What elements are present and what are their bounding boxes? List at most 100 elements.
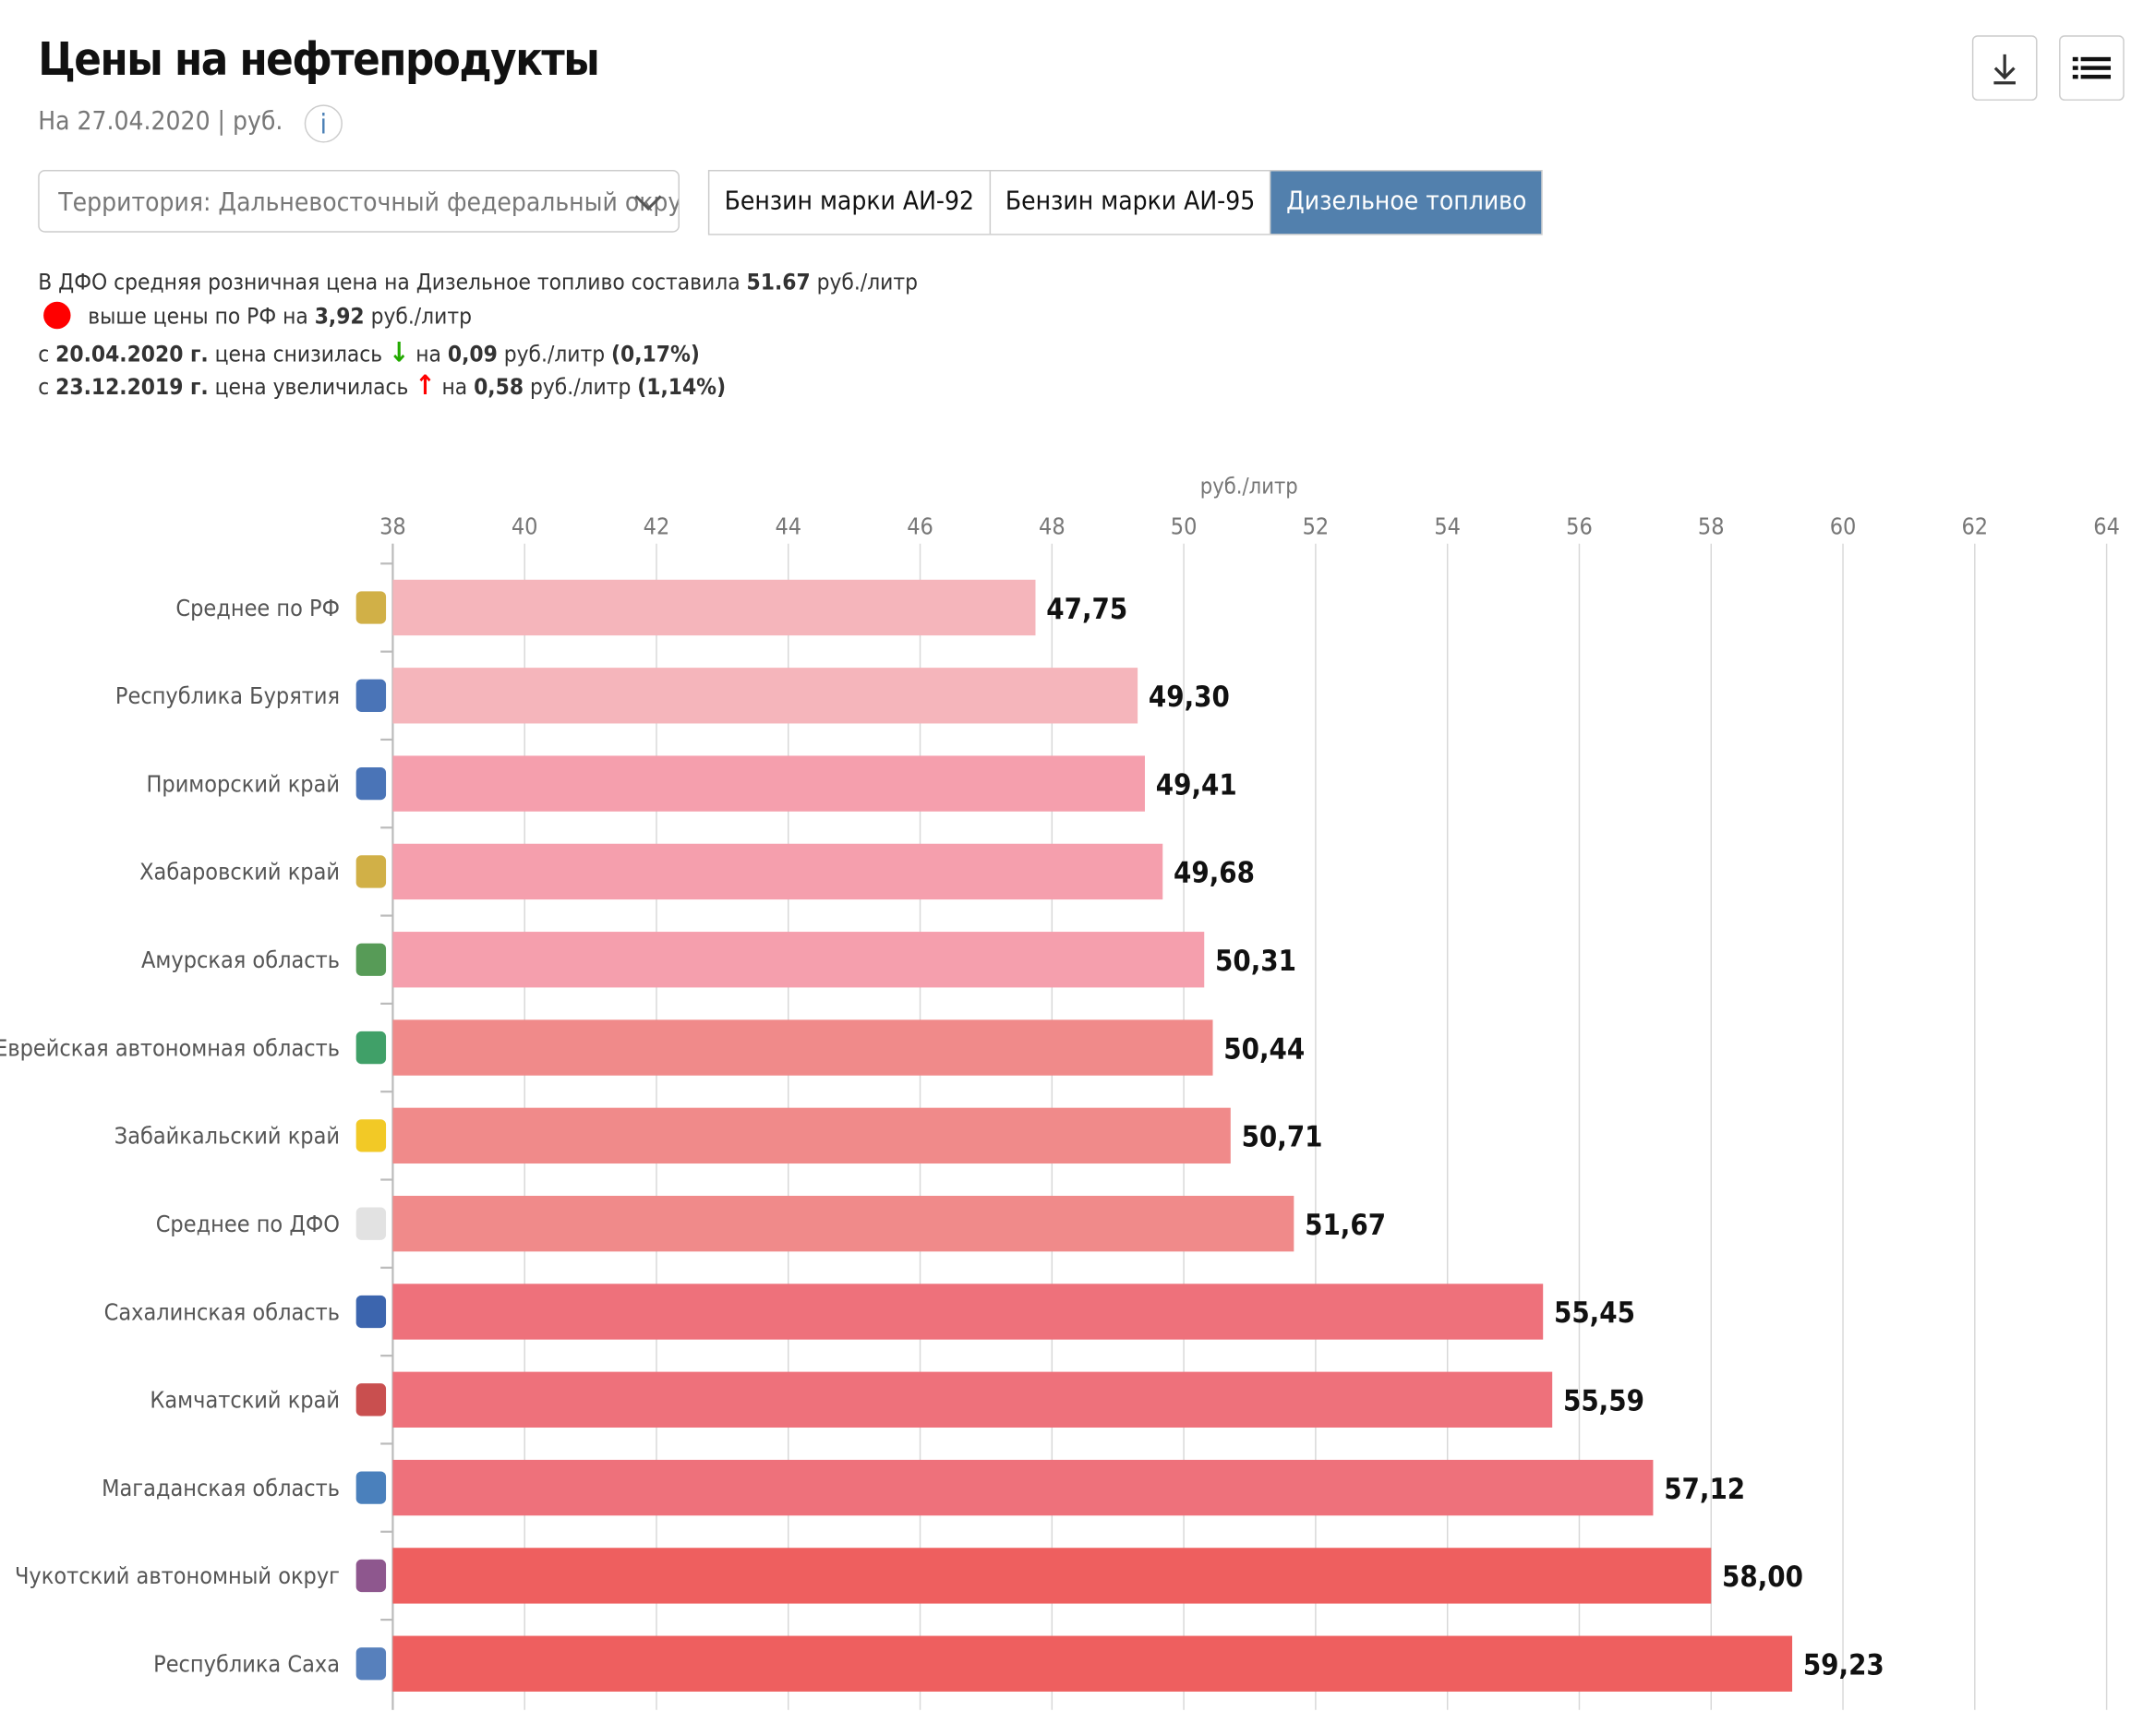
bar	[392, 1195, 1294, 1252]
summary-pct: (1,14%)	[637, 373, 727, 400]
summary-unit: руб./литр	[364, 303, 472, 330]
data-label: 47,75	[1046, 593, 1127, 626]
data-label: 49,68	[1174, 857, 1255, 890]
category-label: Приморский край	[146, 770, 340, 797]
summary-date: 20.04.2020 г.	[55, 341, 209, 368]
x-tick-label: 50	[1171, 512, 1198, 539]
data-label: 49,41	[1156, 768, 1237, 802]
category-label: Сахалинская область	[104, 1298, 340, 1325]
category-label: Республика Саха	[153, 1651, 340, 1678]
menu-button[interactable]	[2059, 35, 2125, 101]
bar	[392, 1459, 1654, 1516]
summary-text: с	[38, 341, 56, 368]
data-label: 55,45	[1554, 1296, 1635, 1330]
kamchatka-emblem-icon	[355, 1383, 387, 1417]
summary-value: 51.67	[746, 269, 811, 295]
x-tick-label: 56	[1566, 512, 1593, 539]
arrow-up-icon: ↑	[415, 368, 436, 402]
summary-vs-rf: выше цены по РФ на 3,92 руб./литр	[38, 301, 472, 330]
tab-ai92[interactable]: Бензин марки АИ-92	[709, 171, 991, 235]
bar	[392, 1284, 1544, 1340]
bar	[392, 843, 1163, 900]
sakha-emblem-icon	[355, 1647, 387, 1681]
x-tick-label: 52	[1303, 512, 1330, 539]
summary-year-change: с 23.12.2019 г. цена увеличилась ↑ на 0,…	[38, 368, 726, 401]
category-label: Еврейская автономная область	[0, 1034, 340, 1061]
summary-week-change: с 20.04.2020 г. цена снизилась ↓ на 0,09…	[38, 336, 700, 368]
summary-text: выше цены по РФ на	[81, 303, 315, 330]
bar	[392, 1107, 1231, 1164]
jewish-ao-emblem-icon	[355, 1031, 387, 1065]
summary-text: с	[38, 373, 56, 400]
bar	[392, 1635, 1793, 1692]
category-label: Забайкальский край	[114, 1123, 340, 1150]
zabaykalsky-emblem-icon	[355, 1119, 387, 1152]
fuel-tabs: Бензин марки АИ-92 Бензин марки АИ-95 Ди…	[707, 170, 1544, 235]
category-label: Республика Бурятия	[115, 682, 340, 709]
x-tick-label: 54	[1434, 512, 1461, 539]
arrow-down-icon: ↓	[389, 335, 410, 368]
category-label: Хабаровский край	[139, 859, 340, 886]
category-label: Камчатский край	[150, 1387, 340, 1414]
bar	[392, 579, 1036, 636]
download-icon	[1993, 54, 2016, 85]
category-label: Магаданская область	[102, 1475, 340, 1501]
primorsky-emblem-icon	[355, 766, 387, 801]
summary-text: на	[409, 341, 448, 368]
chukotka-emblem-icon	[355, 1559, 387, 1593]
summary-value: 0,58	[474, 373, 524, 400]
x-tick-label: 46	[907, 512, 933, 539]
summary-unit: руб./литр	[810, 269, 918, 295]
buryatia-emblem-icon	[355, 679, 387, 712]
summary-text: цена увеличилась	[208, 373, 415, 400]
x-tick-label: 40	[512, 512, 538, 539]
x-tick-label: 58	[1698, 512, 1725, 539]
amur-emblem-icon	[355, 943, 387, 976]
x-tick-label: 64	[2093, 512, 2120, 539]
x-tick-label: 44	[775, 512, 801, 539]
sakhalin-emblem-icon	[355, 1295, 387, 1329]
data-label: 49,30	[1149, 681, 1230, 714]
russia-coat-of-arms-icon	[355, 591, 387, 624]
tab-diesel[interactable]: Дизельное топливо	[1270, 171, 1542, 235]
x-tick-label: 48	[1039, 512, 1066, 539]
category-label: Среднее по ДФО	[156, 1211, 340, 1237]
summary-text: В ДФО средняя розничная цена на Дизельно…	[38, 269, 747, 295]
x-tick-label: 60	[1830, 512, 1857, 539]
summary-pct: (0,17%)	[611, 341, 700, 368]
subtitle: На 27.04.2020 | руб.	[38, 105, 283, 137]
x-tick-label: 62	[1961, 512, 1988, 539]
tab-ai95[interactable]: Бензин марки АИ-95	[991, 171, 1271, 235]
bar	[392, 668, 1138, 724]
summary-date: 23.12.2019 г.	[55, 373, 209, 400]
territory-select[interactable]: Территория: Дальневосточный федеральный …	[38, 170, 680, 233]
khabarovsk-emblem-icon	[355, 855, 387, 888]
red-dot-indicator-icon	[43, 301, 71, 330]
summary-value: 3,92	[314, 303, 365, 330]
bar	[392, 1371, 1553, 1428]
info-icon[interactable]: i	[304, 104, 343, 143]
summary-unit: руб./литр	[497, 341, 612, 368]
page-title: Цены на нефтепродукты	[38, 32, 600, 86]
bar	[392, 755, 1145, 812]
summary-text: на	[435, 373, 475, 400]
download-button[interactable]	[1971, 35, 2038, 101]
bar	[392, 932, 1205, 988]
data-label: 55,59	[1563, 1385, 1644, 1418]
x-axis-label: руб./литр	[1200, 473, 1298, 499]
summary-value: 0,09	[447, 341, 498, 368]
data-label: 58,00	[1722, 1561, 1803, 1594]
data-label: 50,44	[1223, 1032, 1305, 1066]
x-tick-label: 38	[379, 512, 406, 539]
category-label: Среднее по РФ	[175, 595, 340, 621]
data-label: 51,67	[1305, 1209, 1386, 1242]
summary-unit: руб./литр	[524, 373, 638, 400]
x-tick-label: 42	[644, 512, 670, 539]
far-east-map-icon	[355, 1207, 387, 1240]
list-menu-icon	[2072, 56, 2112, 79]
data-label: 57,12	[1664, 1473, 1745, 1506]
bar-chart: руб./литр 38 40 42 44 46 48 50 52 54 56 58 60 62 64 47…	[0, 473, 2120, 1710]
category-label: Амурская область	[141, 946, 340, 973]
data-label: 50,31	[1215, 945, 1296, 978]
